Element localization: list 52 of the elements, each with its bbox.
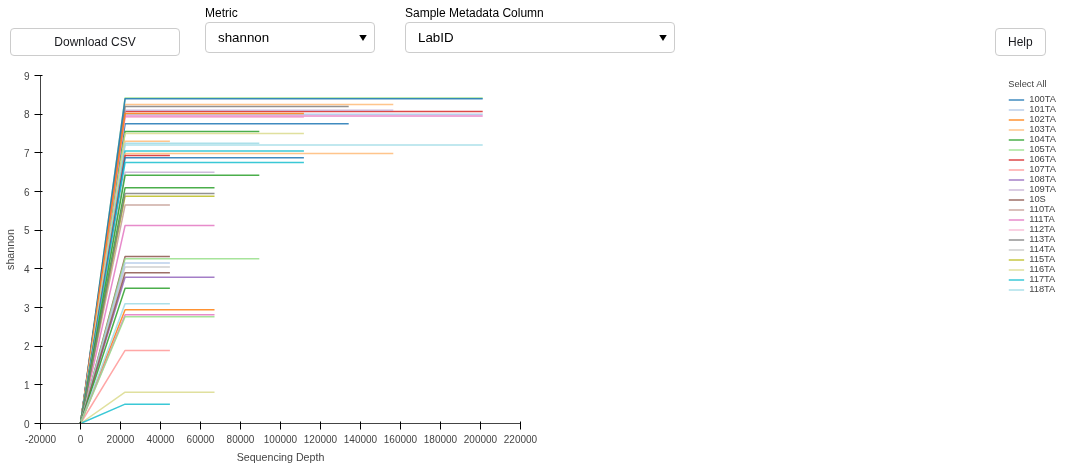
legend-label: 117TA <box>1029 274 1056 284</box>
legend-label: 115TA <box>1029 254 1056 264</box>
legend-label: 118TA <box>1029 284 1056 294</box>
x-tick-label: 60000 <box>186 433 215 445</box>
text: shannon <box>205 22 375 54</box>
x-axis-title: Sequencing Depth <box>236 450 325 463</box>
text: Sample Metadata Column <box>405 5 544 22</box>
legend-label: 100TA <box>1029 94 1056 104</box>
y-tick-label: 2 <box>23 341 30 353</box>
legend-label: 105TA <box>1029 144 1056 154</box>
x-tick-label: 80000 <box>226 433 255 445</box>
legend-label: 101TA <box>1029 104 1056 114</box>
legend-label: 108TA <box>1029 174 1056 184</box>
x-tick-label: 180000 <box>423 433 458 445</box>
y-tick-label: 6 <box>23 186 30 198</box>
y-tick-label: 1 <box>23 379 30 391</box>
y-axis-title: shannon <box>3 228 16 270</box>
x-tick-label: 0 <box>77 433 84 445</box>
legend-label: 111TA <box>1029 214 1055 224</box>
legend-label: 102TA <box>1029 114 1056 124</box>
text: Help <box>995 28 1046 56</box>
x-tick-label: 100000 <box>263 433 298 445</box>
legend-label: 113TA <box>1029 234 1056 244</box>
legend-label: 110TA <box>1029 204 1056 214</box>
x-tick-label: 140000 <box>343 433 378 445</box>
x-tick-label: 200000 <box>463 433 498 445</box>
x-tick-label: 40000 <box>146 433 175 445</box>
x-tick-label: 120000 <box>303 433 338 445</box>
y-tick-label: 9 <box>23 70 30 82</box>
legend-label: 103TA <box>1029 124 1056 134</box>
legend-title: Select All <box>1008 79 1048 89</box>
y-tick-label: 8 <box>23 109 30 121</box>
text: LabID <box>405 22 675 54</box>
x-tick-label: 160000 <box>383 433 418 445</box>
legend-label: 109TA <box>1029 184 1056 194</box>
x-tick-label: 220000 <box>503 433 538 445</box>
text: Metric <box>205 5 238 22</box>
legend-label: 116TA <box>1029 264 1056 274</box>
x-tick-label: -20000 <box>24 433 57 445</box>
legend-label: 104TA <box>1029 134 1056 144</box>
text: Download CSV <box>10 28 180 56</box>
x-tick-label: 20000 <box>106 433 135 445</box>
y-tick-label: 7 <box>23 147 30 159</box>
legend-label: 107TA <box>1029 164 1056 174</box>
y-tick-label: 4 <box>23 263 30 275</box>
y-tick-label: 3 <box>23 302 30 314</box>
legend-label: 112TA <box>1029 224 1056 234</box>
legend-label: 10S <box>1029 194 1047 204</box>
legend-label: 114TA <box>1029 244 1056 254</box>
y-tick-label: 0 <box>23 418 30 430</box>
y-tick-label: 5 <box>23 225 30 237</box>
legend-label: 106TA <box>1029 154 1056 164</box>
